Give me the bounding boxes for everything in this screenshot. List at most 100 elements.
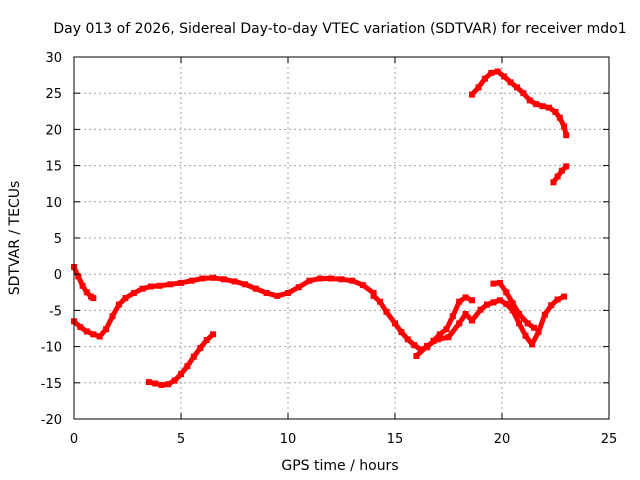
x-tick-label: 0 — [70, 432, 78, 447]
data-point — [539, 103, 546, 110]
data-point — [317, 275, 324, 282]
data-point — [475, 84, 482, 91]
x-tick-label: 25 — [601, 432, 618, 447]
data-point — [443, 326, 450, 333]
data-point — [171, 377, 178, 384]
data-point — [130, 290, 137, 296]
data-point — [522, 332, 529, 339]
data-point — [178, 371, 184, 378]
y-tick-label: -20 — [41, 413, 62, 428]
data-point — [558, 167, 565, 174]
data-point — [554, 296, 561, 303]
series-arc8 — [490, 279, 538, 331]
data-point — [203, 337, 210, 344]
x-tick-label: 15 — [387, 432, 404, 447]
y-tick-label: 15 — [45, 160, 62, 175]
data-point — [392, 320, 398, 327]
series-arc6 — [469, 68, 570, 139]
data-point — [349, 277, 356, 284]
data-point — [490, 299, 497, 306]
data-point — [220, 276, 227, 283]
data-point — [434, 336, 441, 343]
y-tick-label: 30 — [45, 51, 62, 66]
y-tick-label: 20 — [45, 123, 62, 138]
x-tick-label: 20 — [494, 432, 511, 447]
data-point — [490, 280, 497, 287]
data-point — [242, 281, 249, 288]
data-point — [516, 311, 523, 317]
data-point — [359, 282, 366, 289]
data-point — [306, 277, 313, 284]
data-point — [90, 331, 97, 338]
data-point — [158, 382, 165, 388]
data-point — [552, 109, 559, 115]
data-point — [496, 279, 503, 286]
data-point — [274, 292, 281, 299]
series-arc5 — [413, 293, 568, 359]
data-point — [524, 320, 531, 327]
data-point — [178, 279, 184, 286]
chart-title: Day 013 of 2026, Sidereal Day-to-day VTE… — [53, 21, 626, 37]
data-point — [295, 284, 302, 291]
data-point — [122, 295, 129, 302]
data-point — [509, 307, 516, 314]
data-point — [413, 353, 420, 359]
data-point — [529, 341, 535, 348]
data-point — [469, 317, 475, 324]
y-tick-label: -5 — [49, 304, 62, 319]
data-point — [531, 324, 538, 331]
data-point — [496, 297, 503, 304]
data-point — [139, 285, 146, 292]
y-tick-label: 25 — [45, 87, 62, 102]
data-point — [197, 345, 204, 351]
data-point — [445, 334, 452, 341]
data-point — [152, 380, 159, 387]
data-point — [404, 336, 411, 343]
axis-ticks: 0 5 10 15 20 25 -20 -15 -10 -5 0 5 10 15 20 25 30 — [41, 51, 618, 447]
data-point — [383, 308, 390, 315]
data-point — [561, 123, 568, 130]
data-point — [507, 79, 514, 86]
data-point — [516, 320, 523, 327]
data-point — [556, 114, 563, 121]
data-point — [469, 297, 475, 304]
series-arc3 — [145, 331, 217, 388]
data-point — [563, 132, 570, 139]
data-point — [210, 274, 217, 281]
x-tick-label: 10 — [280, 432, 297, 447]
data-point — [456, 298, 463, 305]
y-axis-label: SDTVAR / TECUs — [7, 181, 23, 296]
data-point — [115, 301, 122, 308]
data-point — [103, 326, 110, 333]
data-point — [541, 311, 548, 318]
data-point — [338, 276, 345, 283]
data-point — [199, 275, 206, 282]
data-point — [520, 90, 527, 97]
data-point — [436, 331, 443, 338]
data-point — [424, 342, 431, 349]
y-tick-label: -15 — [41, 377, 62, 392]
y-tick-label: -10 — [41, 341, 62, 356]
data-point — [77, 324, 84, 331]
data-point — [252, 285, 259, 292]
data-point — [533, 101, 540, 108]
data-point — [481, 75, 488, 82]
data-point — [145, 379, 152, 386]
data-point — [167, 281, 174, 288]
data-point — [563, 163, 570, 170]
data-point — [561, 293, 568, 300]
data-point — [370, 292, 377, 299]
y-tick-label: 0 — [54, 268, 62, 283]
data-point — [377, 298, 383, 305]
data-point — [477, 306, 484, 313]
series-arc7 — [550, 163, 570, 186]
data-point — [546, 104, 553, 111]
data-point — [184, 363, 191, 370]
data-point — [503, 300, 510, 307]
data-point — [83, 328, 90, 335]
data-point — [550, 179, 557, 186]
data-point — [165, 381, 172, 388]
data-point — [90, 295, 97, 302]
data-point — [190, 353, 197, 360]
